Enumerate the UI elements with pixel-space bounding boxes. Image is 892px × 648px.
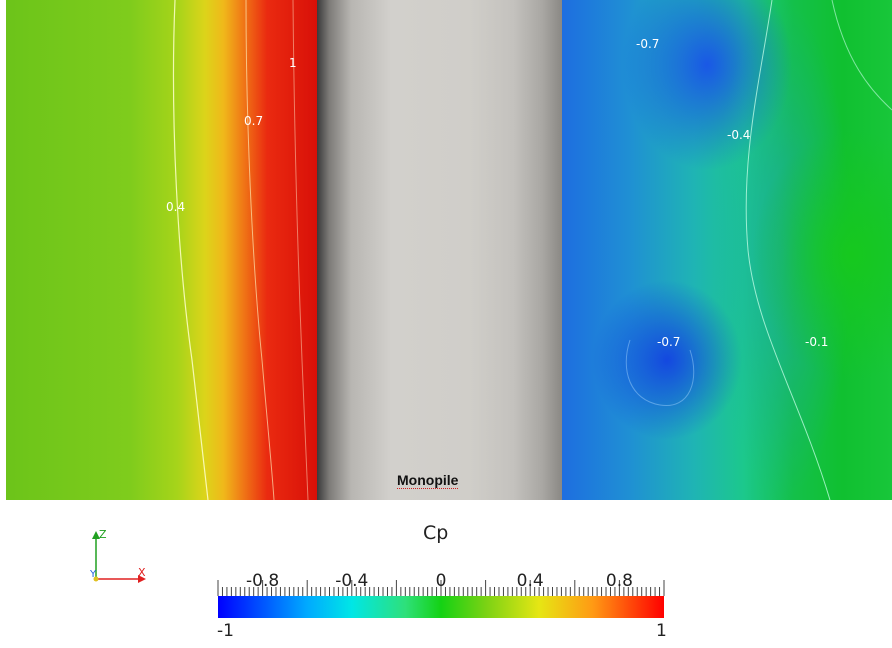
contour-line-right-upper (745, 0, 831, 500)
monopile-label: Monopile (397, 472, 459, 489)
colorbar-title: Cp (423, 522, 449, 544)
x-axis-arrow (138, 575, 146, 583)
contour-label-1: 1 (289, 56, 297, 70)
colorbar-max-label: 1 (656, 621, 667, 641)
colorbar-tick-label: -0.4 (335, 571, 368, 591)
colorbar-tick-label: -0.8 (246, 571, 279, 591)
colorbar-tick-label: 0 (436, 571, 447, 591)
contour-line-04 (172, 0, 209, 500)
colorbar-tick-label: 0.8 (606, 571, 633, 591)
contour-lines (172, 0, 892, 500)
downstream-pressure-field (562, 0, 892, 500)
contour-line-right-far (831, 0, 892, 111)
x-axis-label: X (138, 566, 146, 579)
y-axis-label: Y (89, 569, 97, 580)
axes-orientation-triad: Z X Y (89, 528, 146, 583)
y-axis-dot (93, 576, 99, 582)
colorbar-tick-label: 0.4 (517, 571, 544, 591)
contour-line-right-lower (625, 339, 695, 406)
contour-label-neg0.7-top: -0.7 (636, 37, 660, 51)
upstream-pressure-field (6, 0, 317, 500)
contour-line-07 (245, 0, 275, 500)
contour-line-1 (292, 0, 309, 500)
cp-contour-plot: 1 0.7 0.4 -0.7 -0.4 -0.7 -0.1 Monopile (6, 0, 892, 500)
contour-label-neg0.7-bottom: -0.7 (657, 335, 681, 349)
monopile-body (317, 0, 562, 500)
colorbar (218, 596, 664, 618)
z-axis-arrow (92, 531, 100, 539)
colorbar-min-label: -1 (217, 621, 234, 641)
contour-label-neg0.4: -0.4 (727, 128, 751, 142)
contour-label-0.7: 0.7 (244, 114, 264, 128)
z-axis-label: Z (99, 528, 107, 541)
contour-label-neg0.1: -0.1 (805, 335, 829, 349)
contour-label-0.4: 0.4 (166, 200, 186, 214)
